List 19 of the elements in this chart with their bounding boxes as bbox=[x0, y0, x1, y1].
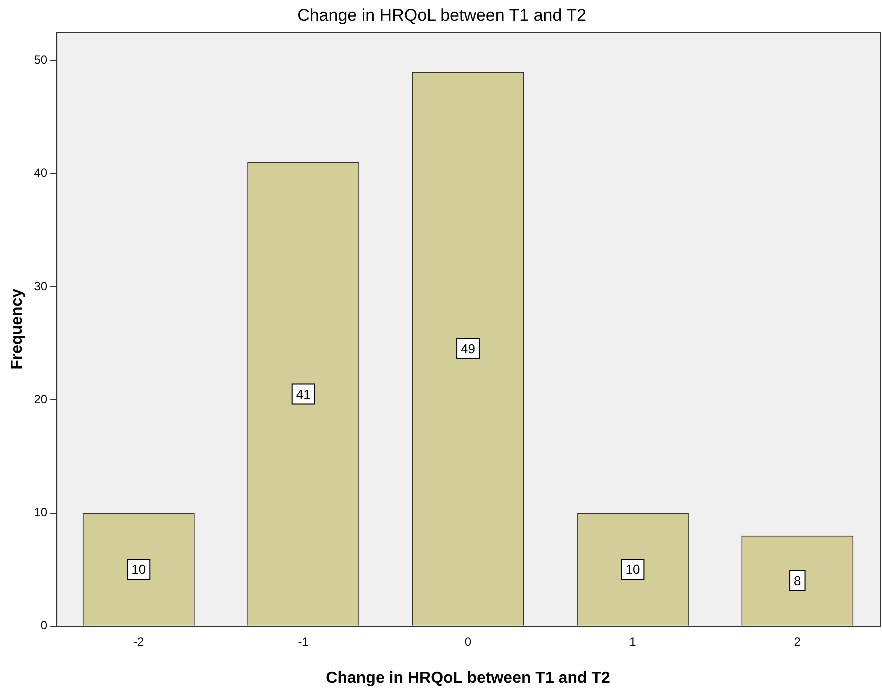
y-tick-label: 50 bbox=[34, 53, 48, 67]
y-axis-title: Frequency bbox=[9, 288, 26, 370]
x-tick-label: 1 bbox=[630, 634, 637, 649]
data-label: 10 bbox=[626, 562, 640, 578]
y-tick-label: 10 bbox=[34, 506, 48, 520]
y-tick-label: 30 bbox=[34, 279, 48, 294]
data-label: 41 bbox=[296, 386, 311, 402]
y-tick-label: 0 bbox=[40, 618, 48, 633]
y-tick-label: 40 bbox=[34, 166, 48, 180]
y-tick-label: 20 bbox=[34, 392, 48, 406]
x-tick-label: 2 bbox=[794, 634, 802, 649]
x-tick-label: -1 bbox=[298, 634, 310, 649]
x-tick-label: 0 bbox=[464, 634, 472, 649]
data-label: 49 bbox=[461, 342, 476, 357]
x-axis-title: Change in HRQoL between T1 and T2 bbox=[326, 670, 610, 687]
data-label: 8 bbox=[794, 573, 802, 588]
x-tick-label: -2 bbox=[134, 634, 145, 649]
chart-title: Change in HRQoL between T1 and T2 bbox=[298, 6, 586, 25]
data-label: 10 bbox=[132, 562, 146, 578]
